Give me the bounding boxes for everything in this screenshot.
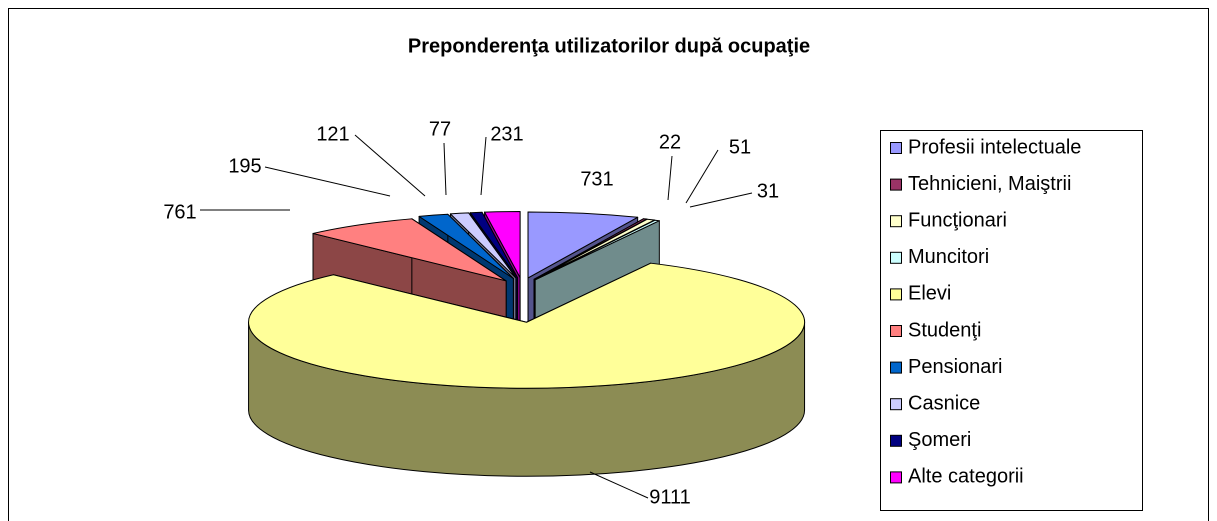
data-label: 231 (490, 123, 523, 145)
legend-label: Pensionari (908, 356, 1003, 378)
legend-label: Muncitori (908, 246, 989, 268)
legend-swatch (890, 471, 902, 484)
legend-label: Elevi (908, 283, 951, 305)
leader-line (689, 192, 753, 208)
data-label: 77 (429, 118, 451, 140)
pie-slice (248, 262, 806, 477)
legend-swatch (890, 215, 902, 228)
data-label: 9111 (649, 486, 691, 508)
slice-top (527, 211, 639, 279)
legend-swatch (890, 361, 902, 374)
data-label: 22 (659, 131, 681, 153)
slice-top (312, 218, 507, 282)
leader-line (443, 142, 447, 196)
leader-line (685, 149, 719, 204)
chart-title: Preponderenţa utilizatorilor după ocupaţ… (408, 35, 810, 57)
data-label: 121 (316, 123, 349, 145)
data-label: 731 (580, 168, 613, 190)
leader-line (264, 166, 391, 197)
legend-swatch (890, 142, 902, 154)
data-label: 195 (228, 155, 261, 177)
data-label: 761 (163, 201, 196, 223)
legend-swatch (890, 325, 902, 337)
legend-swatch (890, 288, 902, 301)
slice-top (418, 213, 514, 279)
legend-label: Şomeri (908, 429, 971, 451)
legend-label: Studenţi (908, 319, 981, 341)
legend-swatch (890, 251, 902, 264)
leader-line (480, 136, 487, 196)
leader-line (354, 134, 426, 197)
leader-line (589, 471, 649, 499)
slice-top (534, 219, 660, 281)
data-label: 31 (757, 180, 779, 202)
leader-line (667, 155, 673, 201)
legend-label: Casnice (908, 392, 980, 414)
legend-label: Profesii intelectuale (908, 136, 1081, 158)
slice-top (248, 262, 806, 389)
data-label: 51 (729, 136, 751, 158)
legend-label: Alte categorii (908, 466, 1024, 488)
legend-box (880, 130, 1143, 511)
legend-swatch (890, 434, 902, 447)
slice-top (484, 211, 521, 279)
slice-top (449, 212, 517, 279)
legend-swatch (890, 398, 902, 411)
slice-top (469, 211, 519, 279)
legend-swatch (890, 178, 902, 191)
legend-label: Tehnicieni, Maiştrii (908, 173, 1071, 195)
legend-label: Funcţionari (908, 209, 1007, 231)
